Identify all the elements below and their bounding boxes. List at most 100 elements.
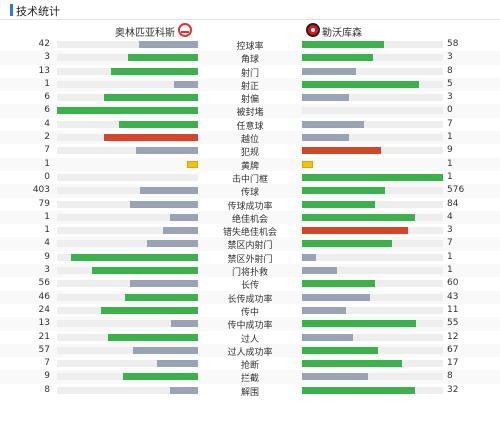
home-stat-value: 0 [44, 171, 50, 182]
stat-label: 任意球 [236, 121, 264, 132]
home-stat-bar-track [57, 147, 198, 155]
away-stat-bar [302, 213, 415, 221]
home-stat-bar-track [57, 80, 198, 88]
home-stat-value: 7 [44, 358, 50, 369]
away-stat-value: 17 [447, 358, 459, 369]
away-stat-value: 55 [447, 318, 459, 329]
home-team-logo-icon[interactable] [178, 23, 192, 37]
away-team-name[interactable]: 勒沃库森 [322, 28, 362, 39]
away-stat-bar [302, 267, 338, 275]
away-stat-bar-track [302, 253, 443, 261]
away-stat-value: 1 [447, 171, 453, 182]
home-stat-value: 3 [44, 265, 50, 276]
home-stat-value: 79 [38, 198, 50, 209]
home-stat-value: 13 [38, 65, 50, 76]
stat-row: 21 过人 12 [0, 331, 500, 345]
stat-row: 1 射正 5 [0, 77, 500, 92]
stat-row: 42 控球率 58 [0, 38, 500, 52]
stats-header: 技术统计 [0, 0, 500, 20]
stat-label: 控球率 [236, 42, 264, 52]
stat-label: 过人 [240, 334, 259, 345]
home-team-name[interactable]: 奥林匹亚科斯 [115, 28, 175, 39]
away-stat-bar-track [302, 147, 443, 155]
home-stat-bar [147, 240, 198, 248]
away-team-logo-icon[interactable] [306, 23, 320, 37]
away-stat-bar [302, 200, 376, 208]
away-stat-bar [302, 41, 384, 48]
home-stat-bar [127, 54, 198, 62]
header-accent-bar [10, 4, 13, 16]
home-stat-bar-track [57, 173, 198, 181]
away-stat-bar-track [302, 80, 443, 88]
teams-row: 奥林匹亚科斯 勒沃库森 [0, 20, 500, 42]
stat-row: 3 门将扑救 1 [0, 264, 500, 278]
stat-label: 射正 [240, 81, 259, 92]
home-stat-value: 9 [44, 251, 50, 262]
away-stat-bar-track [302, 54, 443, 62]
away-stat-bar [302, 280, 376, 288]
away-stat-bar [302, 187, 386, 195]
away-stat-value: 1 [447, 158, 453, 169]
stat-label: 抢断 [240, 361, 259, 372]
stat-row: 79 传球成功率 84 [0, 198, 500, 212]
away-stat-bar-track [302, 386, 443, 394]
away-stat-bar-track [302, 120, 443, 128]
away-stat-value: 43 [447, 291, 459, 302]
away-stat-bar [302, 386, 415, 394]
away-stat-bar-track [302, 67, 443, 75]
home-stat-value: 13 [38, 318, 50, 329]
away-stat-bar-track [302, 360, 443, 368]
stat-row: 13 射门 8 [0, 65, 500, 79]
away-stat-value: 8 [447, 65, 453, 76]
home-stat-bar [92, 267, 198, 275]
home-stat-value: 403 [32, 185, 50, 196]
away-stat-value: 8 [447, 371, 453, 382]
away-stat-bar-track [302, 373, 443, 381]
page-title: 技术统计 [16, 5, 60, 18]
home-stat-value: 1 [44, 158, 50, 169]
home-stat-bar [138, 41, 198, 48]
home-stat-bar [133, 346, 198, 354]
away-stat-value: 84 [447, 198, 459, 209]
away-stat-bar [302, 67, 356, 75]
away-stat-bar [302, 373, 369, 381]
home-stat-value: 6 [44, 92, 50, 103]
away-stat-bar-track [302, 293, 443, 301]
home-stat-bar-track [57, 346, 198, 354]
home-stat-bar-track [57, 213, 198, 221]
home-stat-bar-track [57, 120, 198, 128]
home-stat-value: 4 [44, 238, 50, 249]
stat-row: 9 禁区外射门 1 [0, 251, 500, 265]
stat-row: 24 传中 11 [0, 304, 500, 318]
home-stat-value: 1 [44, 225, 50, 236]
stat-row: 0 击中门框 1 [0, 171, 500, 185]
home-stat-bar [124, 293, 198, 301]
away-stat-bar [302, 320, 417, 328]
away-stat-bar-track [302, 333, 443, 341]
away-stat-value: 7 [447, 118, 453, 129]
stat-label: 错失绝佳机会 [222, 228, 277, 239]
away-stat-bar-track [302, 227, 443, 235]
home-stat-bar [103, 94, 198, 102]
stat-label: 射偏 [240, 95, 259, 106]
home-stat-bar-track [57, 200, 198, 208]
stat-row: 1 黄牌 1 [0, 157, 500, 172]
away-stat-value: 60 [447, 278, 459, 289]
away-stat-value: 67 [447, 344, 459, 355]
home-stat-bar-track [57, 54, 198, 62]
away-stat-value: 3 [447, 92, 453, 103]
home-stat-bar-track [57, 267, 198, 275]
away-stat-bar-track [302, 134, 443, 142]
away-stat-bar [302, 54, 373, 62]
home-stat-value: 2 [44, 132, 50, 143]
home-stat-value: 42 [38, 39, 50, 49]
away-stat-bar-track [302, 187, 443, 195]
stat-row: 57 过人成功率 67 [0, 343, 500, 358]
home-stat-bar-track [57, 240, 198, 248]
stat-label: 黄牌 [240, 161, 259, 172]
stat-label: 过人成功率 [227, 347, 273, 358]
stat-row: 6 射偏 3 [0, 91, 500, 106]
home-stat-bar-track [57, 306, 198, 314]
away-stat-bar [302, 333, 353, 341]
stat-label: 传中 [240, 307, 259, 318]
